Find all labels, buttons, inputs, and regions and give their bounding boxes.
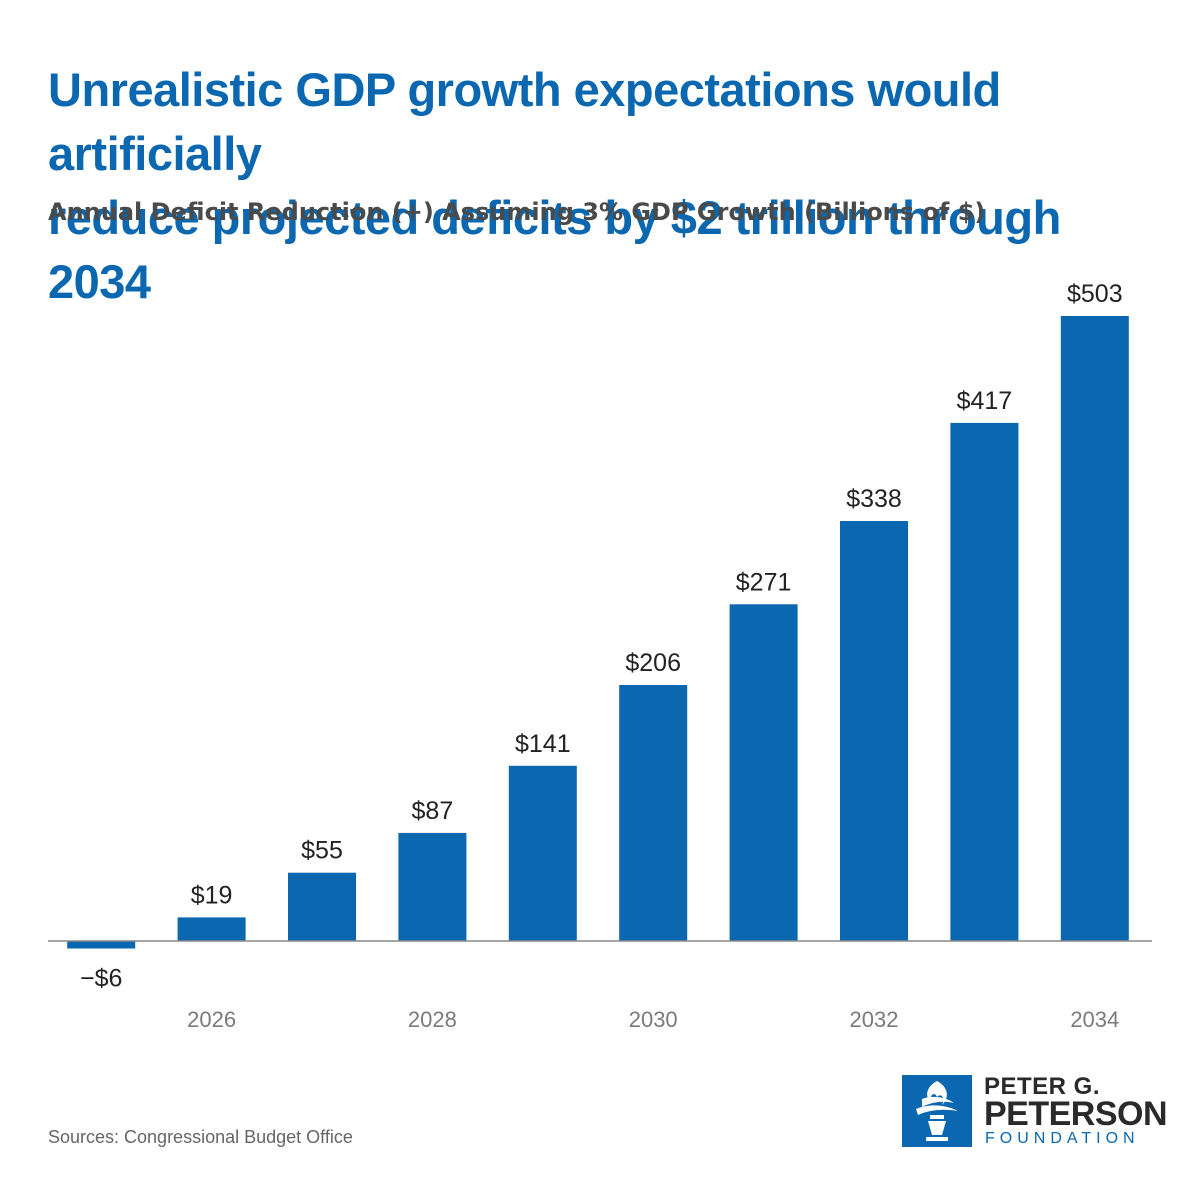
bar-2031: [729, 604, 798, 941]
data-label-2031: $271: [736, 568, 792, 596]
bar-chart: −$6 $19 2026 $55 $87 2028 $141 $206 2030 $271 $338…: [48, 280, 1152, 1032]
data-label-2030: $206: [625, 649, 681, 677]
chart-title-line-2: reduce projected deficits by $2 trillion…: [48, 191, 1061, 308]
logo-text-line-1: PETER G.: [984, 1073, 1101, 1100]
bar-2030: [619, 685, 688, 941]
x-tick-label-2026: 2026: [187, 1007, 236, 1032]
x-tick-label-2028: 2028: [408, 1007, 457, 1032]
logo-text-line-2: PETERSON: [984, 1095, 1168, 1133]
data-label-2032: $338: [846, 485, 902, 513]
bar-2028: [398, 832, 467, 941]
bar-2033: [950, 422, 1019, 941]
logo-text-line-3: FOUNDATION: [985, 1130, 1140, 1147]
bar-2034: [1060, 316, 1129, 941]
torch-icon: [902, 1075, 972, 1147]
bar-2027: [288, 872, 356, 941]
bar-2032: [840, 521, 908, 941]
data-label-2025: −$6: [80, 965, 122, 993]
data-label-2029: $141: [515, 730, 571, 758]
source-note: Sources: Congressional Budget Office: [48, 1127, 353, 1147]
bar-2029: [508, 765, 577, 941]
data-label-2026: $19: [191, 881, 233, 909]
x-tick-label-2030: 2030: [629, 1007, 678, 1032]
bar-2026: [177, 917, 246, 941]
x-tick-label-2034: 2034: [1070, 1007, 1119, 1032]
chart-title-line-1: Unrealistic GDP growth expectations woul…: [48, 63, 1001, 180]
bar-2025: [67, 941, 136, 949]
data-label-2027: $55: [301, 837, 343, 865]
foundation-logo: PETER G. PETERSON FOUNDATION: [902, 1073, 1168, 1147]
chart-subtitle: Annual Deficit Reduction (+) Assuming 3%…: [48, 198, 986, 226]
x-tick-label-2032: 2032: [850, 1007, 899, 1032]
data-label-2034: $503: [1067, 280, 1123, 308]
data-label-2033: $417: [957, 387, 1013, 415]
data-label-2028: $87: [412, 797, 454, 825]
chart-title: Unrealistic GDP growth expectations woul…: [48, 58, 1168, 314]
